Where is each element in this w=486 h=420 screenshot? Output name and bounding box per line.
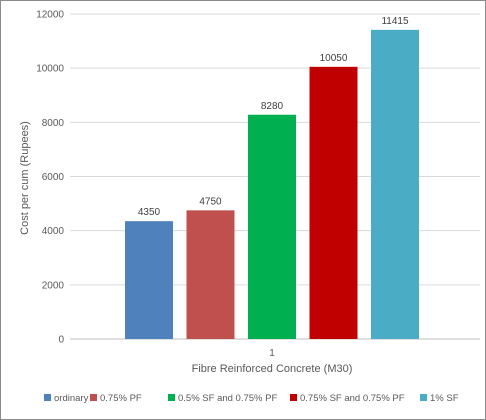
legend-swatch [90, 394, 97, 401]
y-tick-label: 4000 [42, 226, 65, 237]
y-tick-label: 6000 [42, 172, 65, 183]
legend-label: 1% SF [430, 393, 459, 404]
legend-swatch [290, 394, 297, 401]
y-tick-label: 12000 [36, 10, 64, 21]
data-label: 10050 [320, 53, 348, 64]
legend-label: 0.5% SF and 0.75% PF [178, 393, 277, 404]
y-tick-label: 2000 [42, 280, 65, 291]
legend-swatch [420, 394, 427, 401]
bar-1 [125, 221, 173, 339]
data-label: 8280 [261, 101, 284, 112]
x-tick-label: 1 [269, 348, 275, 359]
legend-swatch [168, 394, 175, 401]
legend-item: ordinary [44, 393, 89, 404]
data-labels: 4350 4750 8280 10050 11415 [138, 16, 409, 218]
legend-item: 1% SF [420, 393, 459, 404]
legend-item: 0.5% SF and 0.75% PF [168, 393, 277, 404]
legend-item: 0.75% SF and 0.75% PF [290, 393, 405, 404]
bar-3 [248, 114, 296, 339]
y-tick-label: 10000 [36, 64, 64, 75]
y-tick-label: 0 [58, 335, 64, 346]
data-label: 4750 [199, 196, 222, 207]
legend-label: 0.75% PF [100, 393, 142, 404]
x-axis-title: Fibre Reinforced Concrete (M30) [192, 363, 353, 375]
bar-4 [309, 66, 358, 339]
legend: ordinary 0.75% PF 0.5% SF and 0.75% PF 0.75… [44, 393, 459, 404]
bars [125, 29, 419, 339]
data-label: 4350 [138, 207, 161, 218]
data-label: 11415 [381, 16, 409, 27]
bar-5 [371, 29, 419, 339]
y-axis-title: Cost per cum (Rupees) [19, 121, 31, 235]
legend-item: 0.75% PF [90, 393, 142, 404]
legend-swatch [44, 394, 51, 401]
bar-2 [186, 210, 235, 339]
legend-label: ordinary [54, 393, 89, 404]
y-tick-label: 8000 [42, 118, 65, 129]
x-axis-ticks: 1 [269, 348, 275, 359]
y-axis-ticks: 0 2000 4000 6000 8000 10000 12000 [36, 10, 64, 346]
legend-label: 0.75% SF and 0.75% PF [300, 393, 405, 404]
